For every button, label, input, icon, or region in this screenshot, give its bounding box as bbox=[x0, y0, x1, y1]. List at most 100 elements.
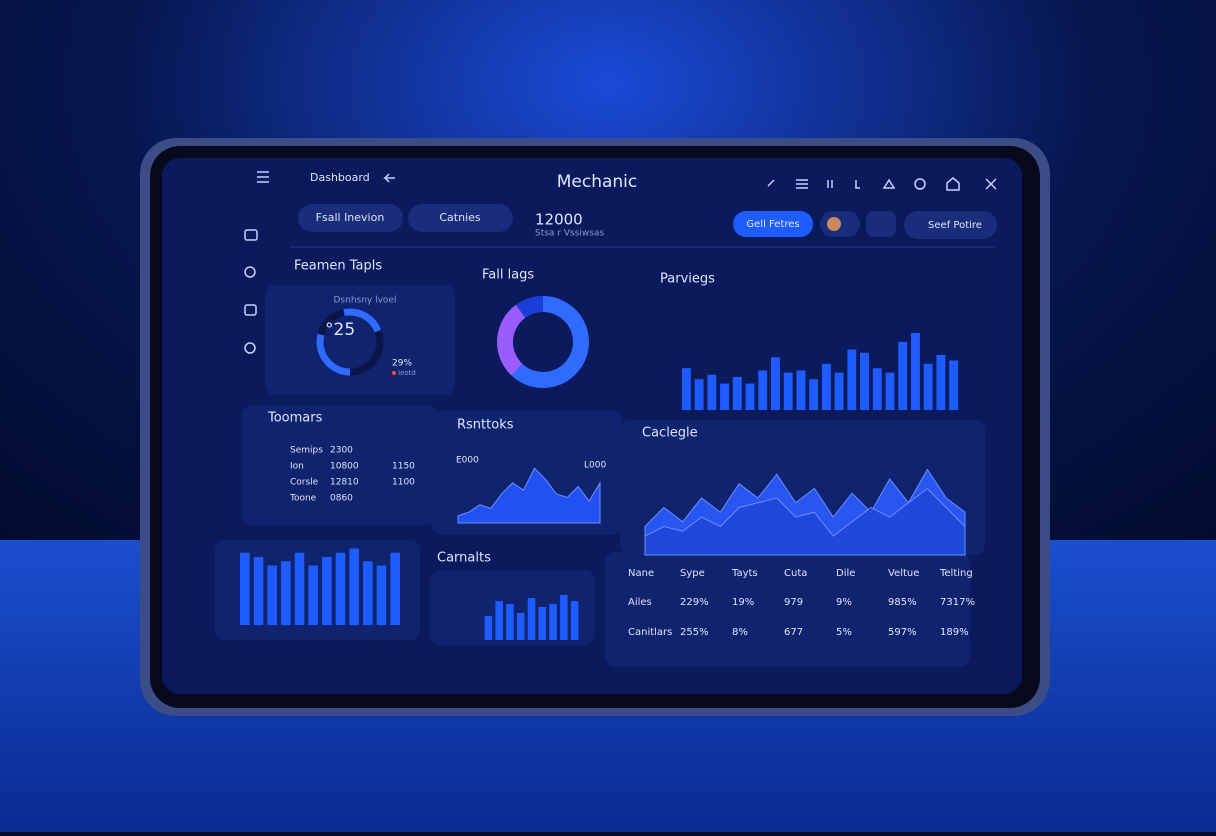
table-header: Telting bbox=[939, 568, 973, 579]
table-cell: 677 bbox=[784, 627, 803, 638]
avatar bbox=[827, 217, 841, 231]
bar bbox=[538, 607, 547, 640]
bar bbox=[707, 374, 717, 410]
list-cell: 2300 bbox=[330, 446, 353, 456]
bar bbox=[860, 352, 869, 410]
bar bbox=[898, 341, 908, 410]
gauge-legend: Ieotd bbox=[398, 369, 416, 377]
bar bbox=[732, 377, 742, 410]
icon-button[interactable] bbox=[866, 211, 896, 237]
bar bbox=[771, 357, 780, 410]
bar bbox=[322, 557, 332, 625]
table-header: Cuta bbox=[784, 568, 807, 579]
bar bbox=[484, 616, 493, 640]
widget-title: Caclegle bbox=[642, 426, 698, 441]
bar bbox=[390, 552, 400, 625]
tab[interactable] bbox=[408, 204, 513, 232]
list-cell: 10800 bbox=[330, 462, 359, 472]
bar bbox=[681, 368, 691, 410]
bar bbox=[376, 565, 387, 625]
list-cell: 12810 bbox=[330, 478, 359, 488]
gauge-arc-top bbox=[343, 308, 382, 333]
table-cell: 5% bbox=[836, 627, 852, 638]
chart-label: L000 bbox=[584, 461, 606, 471]
app-title: Mechanic bbox=[557, 172, 638, 192]
bar bbox=[335, 552, 346, 625]
gauge-percent: 29% bbox=[392, 359, 412, 369]
widget-title: Feamen Tapls bbox=[294, 259, 382, 274]
bar bbox=[796, 370, 806, 410]
list-cell: 0860 bbox=[330, 494, 353, 504]
donut-segment bbox=[497, 304, 526, 376]
list-cell: 1100 bbox=[392, 478, 415, 488]
widget-title: Fall lags bbox=[482, 268, 534, 283]
bar bbox=[549, 604, 557, 640]
table-cell: 19% bbox=[732, 597, 754, 608]
area bbox=[644, 487, 966, 556]
bar bbox=[308, 565, 318, 625]
bar bbox=[936, 355, 946, 410]
sidebar-icons bbox=[244, 171, 997, 354]
bar bbox=[267, 565, 277, 625]
bar bbox=[758, 370, 768, 410]
table-cell: 255% bbox=[680, 627, 709, 638]
bar bbox=[847, 349, 857, 410]
gauge-label: Dsnhsny lvoel bbox=[334, 296, 397, 306]
bar bbox=[516, 613, 525, 640]
list-cell: Semips bbox=[290, 446, 323, 456]
bar bbox=[885, 372, 895, 410]
bar bbox=[809, 379, 819, 410]
button[interactable] bbox=[733, 211, 813, 237]
bar bbox=[527, 598, 536, 640]
bar bbox=[349, 548, 359, 625]
table-header: Tayts bbox=[731, 568, 758, 579]
donut-segment bbox=[511, 296, 589, 388]
list-cell: Toone bbox=[289, 494, 317, 504]
widget-title: Toomars bbox=[267, 411, 323, 426]
tab[interactable] bbox=[298, 204, 403, 232]
gauge-value: °25 bbox=[325, 320, 355, 340]
bar bbox=[834, 372, 844, 410]
table-cell: 985% bbox=[888, 597, 917, 608]
bar bbox=[506, 604, 514, 640]
bar bbox=[923, 363, 933, 410]
table-header: Nane bbox=[628, 568, 654, 579]
bar bbox=[694, 379, 704, 410]
list-cell: 1150 bbox=[392, 462, 415, 472]
bar bbox=[253, 557, 264, 625]
bar bbox=[294, 552, 305, 625]
table-header: Sype bbox=[680, 568, 705, 579]
table-header: Veltue bbox=[888, 568, 919, 579]
bar bbox=[363, 561, 373, 625]
tab-label[interactable]: Fsall Inevion bbox=[316, 211, 385, 224]
bar bbox=[821, 363, 831, 410]
bar bbox=[745, 383, 755, 410]
list-cell: Ion bbox=[290, 462, 304, 472]
legend-dot bbox=[392, 371, 396, 375]
bar bbox=[720, 383, 729, 410]
bar bbox=[949, 360, 959, 410]
table-cell: Canitlars bbox=[628, 627, 672, 638]
bar bbox=[872, 368, 882, 410]
bar bbox=[783, 372, 793, 410]
tab-label[interactable]: Catnies bbox=[439, 211, 481, 224]
bar bbox=[911, 333, 920, 410]
button-label[interactable]: Gell Fetres bbox=[746, 219, 799, 230]
button-label[interactable]: Seef Potire bbox=[928, 220, 982, 231]
bar bbox=[281, 561, 291, 625]
table-cell: Ailes bbox=[628, 597, 652, 608]
button[interactable] bbox=[904, 211, 997, 239]
table-cell: 597% bbox=[888, 627, 917, 638]
area bbox=[457, 467, 601, 524]
chart-label: E000 bbox=[456, 456, 479, 466]
list-cell: Corsle bbox=[290, 478, 319, 488]
widget-title: Rsnttoks bbox=[457, 418, 514, 433]
table-cell: 7317% bbox=[940, 597, 975, 608]
widget-title: Carnalts bbox=[437, 551, 491, 566]
menu-label[interactable]: Dashboard bbox=[310, 171, 370, 184]
table-header: Dile bbox=[836, 568, 855, 579]
donut-segment bbox=[515, 296, 544, 318]
table-cell: 189% bbox=[940, 627, 969, 638]
